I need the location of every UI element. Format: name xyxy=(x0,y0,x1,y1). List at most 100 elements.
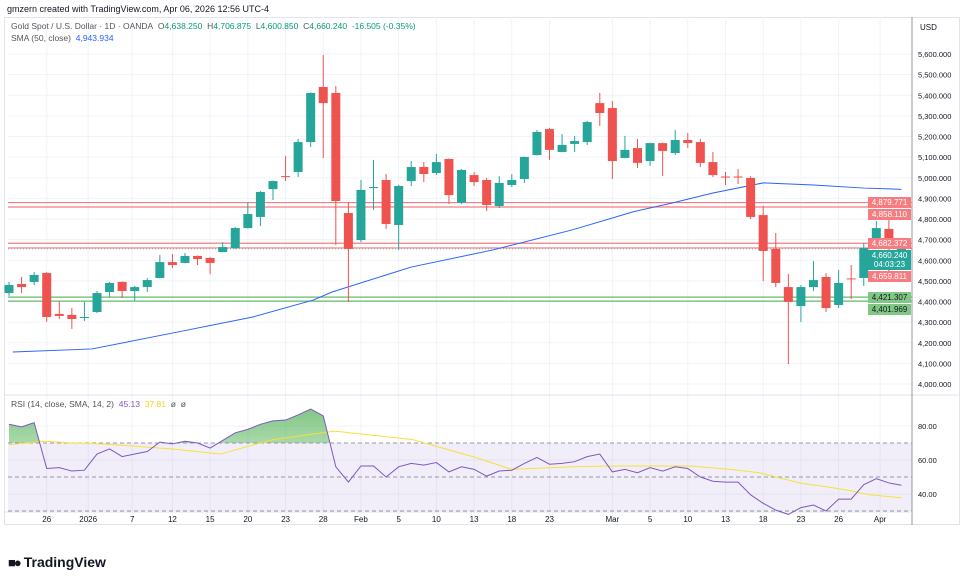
price-tick-label: 5,600.000 xyxy=(918,50,951,59)
candle xyxy=(243,202,253,229)
candle xyxy=(92,290,102,314)
last-price-label: 4,660.240 04:03:23 xyxy=(868,249,911,270)
currency-label[interactable]: USD xyxy=(920,23,937,32)
candle xyxy=(42,272,52,322)
candle xyxy=(658,142,668,177)
candle xyxy=(318,55,328,158)
candle xyxy=(193,255,203,265)
candle xyxy=(457,169,467,204)
change-value: -16.505 (-0.35%) xyxy=(351,21,416,31)
candle-body xyxy=(369,187,379,189)
candle xyxy=(821,273,831,313)
candle xyxy=(306,92,316,148)
candle-body xyxy=(469,175,479,183)
high-label: H xyxy=(207,21,214,31)
candle-body xyxy=(620,149,630,158)
price-tick-label: 5,100.000 xyxy=(918,153,951,162)
candle-body xyxy=(205,257,215,263)
resistance-price-label: 4,879.771 xyxy=(868,197,911,209)
price-tick-label: 5,500.000 xyxy=(918,71,951,80)
price-tick-label: 4,600.000 xyxy=(918,256,951,265)
candle-body xyxy=(431,162,441,174)
candle xyxy=(582,121,592,145)
price-label-text: 4,858.110 xyxy=(872,210,907,220)
candle xyxy=(519,156,529,183)
candle xyxy=(281,156,291,182)
candle xyxy=(808,261,818,291)
candle-body xyxy=(846,278,856,280)
time-tick-label: Apr xyxy=(874,515,887,524)
candle xyxy=(343,202,353,302)
resistance-price-label: 4,682.372 xyxy=(868,237,911,249)
candle xyxy=(205,256,215,275)
rsi-tick-label: 60.00 xyxy=(918,456,937,465)
candle xyxy=(695,138,705,168)
candle-body xyxy=(4,285,14,294)
candle-body xyxy=(17,283,27,288)
support-price-label: 4,401.969 xyxy=(868,303,911,315)
time-tick-label: 18 xyxy=(507,515,516,524)
price-tick-label: 5,400.000 xyxy=(918,91,951,100)
candle xyxy=(255,190,265,227)
price-tick-label: 5,200.000 xyxy=(918,133,951,142)
candle-body xyxy=(230,228,240,249)
candle-body xyxy=(218,247,228,252)
candle-body xyxy=(155,262,165,278)
candle xyxy=(79,301,89,321)
candle-body xyxy=(507,180,517,185)
candle-body xyxy=(859,248,869,278)
candle-body xyxy=(519,156,529,179)
candle-body xyxy=(595,103,605,113)
candle xyxy=(268,180,278,201)
rsi-label[interactable]: RSI (14, close, SMA, 14, 2) xyxy=(11,399,114,409)
time-tick-label: 26 xyxy=(834,515,843,524)
price-tick-label: 5,300.000 xyxy=(918,112,951,121)
time-tick-label: 13 xyxy=(721,515,730,524)
rsi-line xyxy=(8,408,902,515)
candle xyxy=(834,269,844,309)
candle-body xyxy=(532,131,542,156)
open-label: O xyxy=(157,21,165,31)
time-tick-label: 2026 xyxy=(79,515,97,524)
candle xyxy=(746,176,756,219)
tradingview-logo-icon: ■● xyxy=(8,554,22,570)
candle-body xyxy=(607,108,617,162)
candle-body xyxy=(255,191,265,217)
time-tick-label: 10 xyxy=(683,515,692,524)
candle xyxy=(532,129,542,156)
sma-label[interactable]: SMA (50, close) xyxy=(11,33,71,43)
rsi-tick-label: 80.00 xyxy=(918,422,937,431)
candle xyxy=(859,242,869,287)
candle xyxy=(381,174,391,229)
candle-body xyxy=(117,281,127,291)
candle xyxy=(394,184,404,250)
candle-body xyxy=(746,177,756,217)
time-tick-label: 28 xyxy=(319,515,328,524)
candle xyxy=(180,253,190,264)
time-tick-label: 26 xyxy=(42,515,51,524)
price-tick-label: 4,500.000 xyxy=(918,277,951,286)
price-tick-label: 5,000.000 xyxy=(918,174,951,183)
sma-value: 4,943.934 xyxy=(75,33,114,43)
candle-body xyxy=(444,158,454,196)
symbol-legend: Gold Spot / U.S. Dollar · 1D · OANDA O 4,… xyxy=(11,20,416,44)
candle-body xyxy=(356,189,366,241)
candle-body xyxy=(67,314,77,320)
candle-body xyxy=(180,255,190,263)
candle xyxy=(683,132,693,149)
candle xyxy=(645,142,655,166)
price-tick-label: 4,700.000 xyxy=(918,236,951,245)
tradingview-brand[interactable]: ■● TradingView xyxy=(8,554,106,570)
candle-body xyxy=(167,262,177,265)
candle xyxy=(670,129,680,156)
candle-body xyxy=(457,169,467,203)
close-value: 4,660.240 xyxy=(309,21,348,31)
candle xyxy=(783,274,793,364)
candle-body xyxy=(796,287,806,307)
candle-body xyxy=(758,215,768,251)
chart-frame xyxy=(4,17,960,525)
candle-body xyxy=(243,214,253,229)
symbol-title[interactable]: Gold Spot / U.S. Dollar · 1D · OANDA xyxy=(11,21,154,31)
candle xyxy=(130,286,140,302)
